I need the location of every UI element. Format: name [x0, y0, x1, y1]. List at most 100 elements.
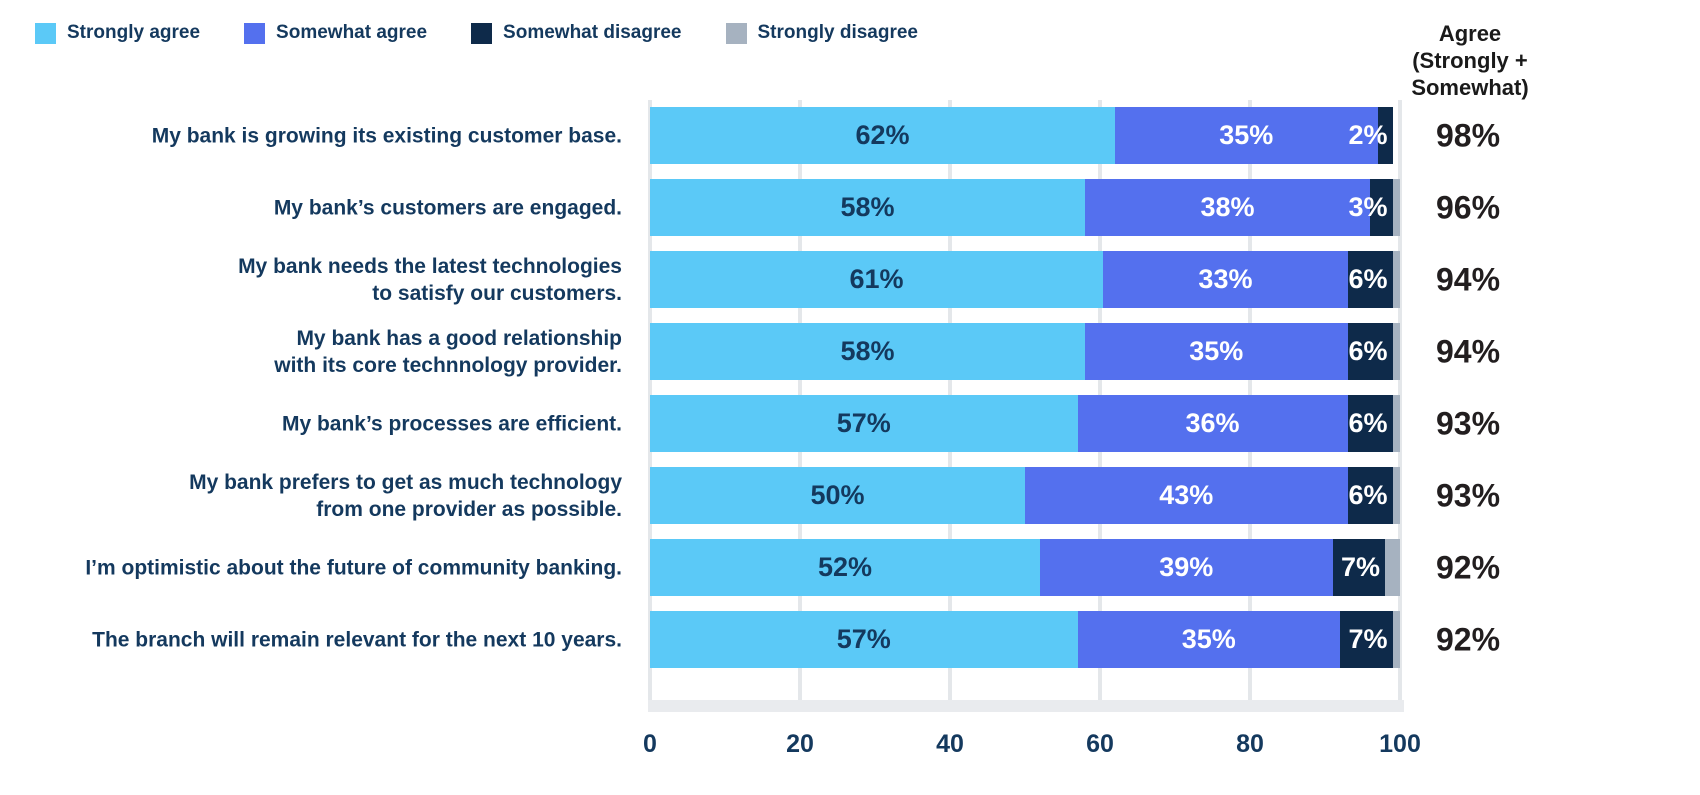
bar-segment-somewhat-agree: 33% — [1102, 251, 1348, 308]
legend-label: Strongly agree — [67, 22, 201, 43]
category-label-8: The branch will remain relevant for the … — [92, 628, 622, 651]
category-label-1: My bank is growing its existing customer… — [151, 124, 622, 147]
bar-segment-somewhat-agree: 35% — [1085, 323, 1348, 380]
bar-value-label: 3% — [1348, 192, 1388, 222]
bar-segment-somewhat-agree: 38% — [1085, 179, 1370, 236]
legend-swatch-icon — [471, 22, 493, 44]
agree-total-8: 92% — [1435, 621, 1501, 657]
bar-segment-somewhat-disagree: 3% — [1348, 179, 1393, 236]
bar-segment-strongly-disagree — [1392, 179, 1400, 236]
bar-value-label: 61% — [849, 264, 904, 294]
x-tick-label-60: 60 — [1086, 730, 1114, 758]
bar-value-label: 35% — [1181, 624, 1236, 654]
agree-column-header: Agree (Strongly + Somewhat) — [1411, 21, 1529, 100]
category-label-2: My bank’s customers are engaged. — [273, 196, 622, 219]
category-label-3: My bank needs the latest technologies to… — [238, 254, 622, 305]
bar-value-label: 52% — [817, 552, 873, 582]
bar-value-label: 43% — [1159, 480, 1214, 510]
bar-segment-somewhat-agree: 35% — [1115, 107, 1378, 164]
bar-row-5: 57% 36% 6% — [650, 395, 1400, 452]
bar-segment-strongly-agree: 57% — [650, 395, 1078, 452]
bar-row-2: 58% 38% 3% — [650, 179, 1400, 236]
agree-total-4: 94% — [1435, 333, 1501, 369]
bar-segment-somewhat-agree: 36% — [1077, 395, 1348, 452]
bar-segment-somewhat-agree: 39% — [1040, 539, 1333, 596]
bar-value-label: 2% — [1348, 120, 1388, 150]
bar-row-1: 62% 35% 2% — [650, 107, 1400, 164]
agree-total-6: 93% — [1435, 477, 1501, 513]
legend-label: Strongly disagree — [757, 22, 919, 43]
bar-segment-somewhat-disagree: 2% — [1348, 107, 1393, 164]
bar-value-label: 57% — [836, 624, 891, 654]
bar-segment-strongly-disagree — [1392, 323, 1400, 380]
category-label-7: I’m optimistic about the future of commu… — [85, 556, 622, 579]
legend-label: Somewhat disagree — [503, 22, 682, 43]
x-tick-label-0: 0 — [643, 730, 657, 758]
bar-value-label: 57% — [836, 408, 891, 438]
bar-segment-somewhat-disagree: 6% — [1347, 467, 1393, 524]
bar-value-label: 6% — [1348, 408, 1388, 438]
x-tick-label-40: 40 — [936, 730, 964, 758]
agree-total-2: 96% — [1435, 189, 1501, 225]
bar-value-label: 38% — [1200, 192, 1255, 222]
bar-segment-strongly-agree: 50% — [650, 467, 1025, 524]
legend: Strongly agree Somewhat agree Somewhat dis… — [35, 22, 918, 44]
plot-area: 62% 35% 2% 58% 38% 3% 61% 33% 6% 58% 35% 6% 57% 36% 6%… — [648, 100, 1402, 700]
legend-item-strongly-agree: Strongly agree — [35, 22, 200, 44]
x-tick-label-100: 100 — [1379, 730, 1421, 758]
legend-item-somewhat-agree: Somewhat agree — [244, 22, 427, 44]
category-label-6: My bank prefers to get as much technolog… — [189, 470, 622, 521]
legend-swatch-icon — [35, 22, 56, 44]
agree-total-7: 92% — [1435, 549, 1501, 585]
bar-segment-strongly-disagree — [1392, 611, 1400, 668]
legend-swatch-icon — [244, 22, 266, 44]
bar-value-label: 33% — [1198, 264, 1253, 294]
bar-segment-strongly-disagree — [1392, 467, 1400, 524]
agree-total-1: 98% — [1435, 117, 1501, 153]
bar-value-label: 35% — [1219, 120, 1274, 150]
bar-segment-strongly-disagree — [1385, 539, 1400, 596]
bar-value-label: 58% — [840, 336, 895, 366]
bar-segment-strongly-disagree — [1392, 251, 1400, 308]
bar-row-4: 58% 35% 6% — [650, 323, 1400, 380]
agree-total-3: 94% — [1435, 261, 1501, 297]
bar-value-label: 36% — [1185, 408, 1240, 438]
x-axis-baseline — [648, 700, 1404, 712]
bar-row-6: 50% 43% 6% — [650, 467, 1400, 524]
bar-value-label: 39% — [1159, 552, 1214, 582]
legend-item-strongly-disagree: Strongly disagree — [725, 22, 919, 44]
bar-value-label: 7% — [1340, 552, 1380, 582]
bar-segment-strongly-agree: 57% — [650, 611, 1078, 668]
bar-segment-strongly-agree: 58% — [650, 323, 1085, 380]
bar-segment-somewhat-disagree: 6% — [1347, 323, 1393, 380]
bar-segment-somewhat-disagree: 6% — [1347, 395, 1393, 452]
bar-row-8: 57% 35% 7% — [650, 611, 1400, 668]
legend-label: Somewhat agree — [276, 22, 428, 43]
bar-segment-somewhat-agree: 43% — [1025, 467, 1348, 524]
bar-segment-strongly-agree: 58% — [650, 179, 1085, 236]
bar-segment-somewhat-disagree: 7% — [1340, 611, 1393, 668]
legend-swatch-icon — [725, 22, 747, 44]
bar-value-label: 6% — [1348, 336, 1388, 366]
legend-item-somewhat-disagree: Somewhat disagree — [471, 22, 682, 44]
category-label-5: My bank’s processes are efficient. — [281, 412, 622, 435]
bar-segment-strongly-disagree — [1392, 395, 1400, 452]
bar-row-7: 52% 39% 7% — [650, 539, 1400, 596]
bar-value-label: 58% — [840, 192, 895, 222]
bar-value-label: 6% — [1348, 264, 1388, 294]
category-label-4: My bank has a good relationship with its… — [274, 326, 622, 377]
agree-total-5: 93% — [1435, 405, 1501, 441]
bar-segment-somewhat-agree: 35% — [1077, 611, 1340, 668]
x-tick-label-80: 80 — [1236, 730, 1264, 758]
bar-row-3: 61% 33% 6% — [650, 251, 1400, 308]
bar-value-label: 7% — [1348, 624, 1388, 654]
bar-segment-strongly-agree: 52% — [650, 539, 1040, 596]
bar-segment-strongly-agree: 62% — [650, 107, 1115, 164]
bar-segment-strongly-agree: 61% — [650, 251, 1103, 308]
bar-value-label: 6% — [1348, 480, 1388, 510]
bar-segment-somewhat-disagree: 7% — [1332, 539, 1385, 596]
bar-value-label: 35% — [1189, 336, 1244, 366]
gridline-100 — [1398, 100, 1402, 700]
bar-value-label: 50% — [810, 480, 865, 510]
bar-value-label: 62% — [855, 120, 910, 150]
